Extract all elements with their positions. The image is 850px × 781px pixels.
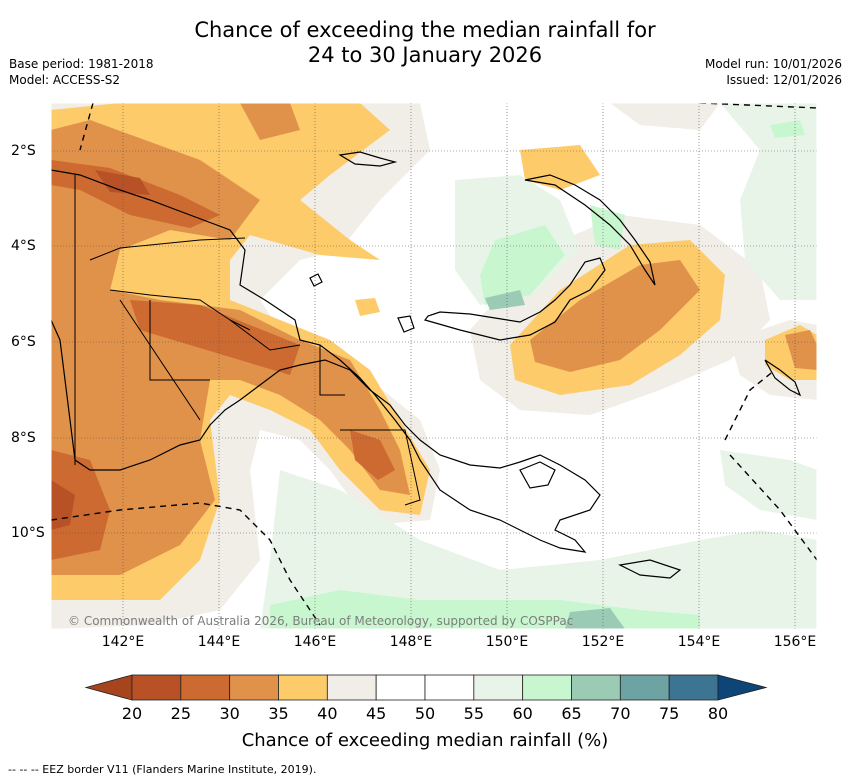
- lon-label-154e: 154°E: [677, 634, 721, 650]
- band-60-65-c: [770, 120, 805, 138]
- eez-footnote: -- -- -- EEZ border V11 (Flanders Marine…: [8, 763, 317, 776]
- band-20-25: [95, 170, 150, 195]
- colorbar-segment: [424, 674, 475, 701]
- band-25-30-b: [130, 300, 300, 375]
- band-35-40-c: [520, 145, 600, 190]
- band-60-65: [480, 225, 565, 305]
- band-55-60-b: [720, 103, 817, 300]
- colorbar-tick-label: 55: [463, 704, 485, 723]
- colorbar-tick-label: 35: [268, 704, 289, 723]
- band-35-40-e: [355, 298, 380, 316]
- colorbar-segment: [522, 674, 572, 701]
- colorbar-tick-label: 30: [219, 704, 240, 723]
- colorbar-segment: [375, 674, 426, 701]
- lon-label-146e: 146°E: [293, 634, 337, 650]
- band-55-60-c: [260, 470, 817, 629]
- title-line-2: 24 to 30 January 2026: [307, 43, 543, 67]
- band-55-60-d: [720, 450, 817, 520]
- rainfall-probability-field: [51, 103, 817, 629]
- lat-label-4s: 4°S: [11, 238, 36, 254]
- band-30-35-b: [240, 103, 300, 140]
- colorbar-segment: [131, 674, 182, 701]
- band-25-30-d: [350, 430, 395, 480]
- model-run-text: Model run: 10/01/2026: [704, 57, 842, 71]
- louisiade-islands: [618, 559, 682, 579]
- lat-label-10s: 10°S: [11, 525, 45, 541]
- bougainville-coastline: [764, 359, 802, 397]
- colorbar-tick-label: 45: [365, 704, 387, 723]
- colorbar-tick-label: 65: [561, 704, 582, 723]
- province-borders: [74, 175, 421, 506]
- band-25-30-c: [51, 450, 110, 560]
- eez-borders: [51, 103, 817, 626]
- colorbar-tick-label: 75: [658, 704, 680, 723]
- band-65-70-b: [565, 608, 625, 629]
- lon-label-156e: 156°E: [773, 634, 817, 650]
- colorbar-segment: [278, 674, 328, 701]
- copyright-text: © Commonwealth of Australia 2026, Bureau…: [68, 614, 574, 628]
- colorbar-tick-label: 70: [610, 704, 631, 723]
- chart-title: Chance of exceeding the median rainfall …: [0, 18, 850, 68]
- meta-left: Base period: 1981-2018 Model: ACCESS-S2: [9, 56, 154, 88]
- colorbar: [84, 674, 768, 701]
- lat-label-8s: 8°S: [11, 430, 36, 446]
- colorbar-segment: [326, 674, 377, 701]
- colorbar-tick-label: 40: [317, 704, 338, 723]
- colorbar-segment: [571, 674, 621, 701]
- band-20-25-b: [51, 480, 75, 530]
- colorbar-segment: [619, 674, 670, 701]
- new-ireland-coastline: [524, 174, 656, 286]
- meta-right: Model run: 10/01/2026 Issued: 12/01/2026: [705, 56, 842, 88]
- colorbar-segment: [180, 674, 231, 701]
- new-britain-coastline: [423, 257, 606, 341]
- lat-label-2s: 2°S: [11, 143, 36, 159]
- colorbar-segment: [229, 674, 279, 701]
- title-line-1: Chance of exceeding the median rainfall …: [194, 18, 656, 42]
- lon-label-152e: 152°E: [581, 634, 625, 650]
- colorbar-tick-label: 50: [414, 704, 436, 723]
- new-guinea-coastline: [51, 169, 601, 553]
- lon-label-148e: 148°E: [389, 634, 433, 650]
- colorbar-tick-label: 80: [707, 704, 729, 723]
- colorbar-tick-label: 60: [512, 704, 533, 723]
- lon-label-144e: 144°E: [197, 634, 241, 650]
- colorbar-segment: [668, 674, 719, 701]
- colorbar-extension-low: [84, 674, 133, 701]
- colorbar-label: Chance of exceeding median rainfall (%): [241, 730, 609, 751]
- lat-label-6s: 6°S: [11, 334, 36, 350]
- lon-label-142e: 142°E: [101, 634, 145, 650]
- band-65-70: [485, 290, 525, 310]
- colorbar-tick-label: 25: [170, 704, 192, 723]
- model-text: Model: ACCESS-S2: [9, 73, 121, 87]
- map-frame: [50, 102, 818, 630]
- band-30-35-c: [530, 260, 700, 372]
- lon-label-150e: 150°E: [485, 634, 529, 650]
- coastlines: [51, 151, 802, 579]
- dentrecasteaux-islands: [519, 461, 556, 489]
- colorbar-segment: [473, 674, 524, 701]
- colorbar-extension-high: [717, 674, 768, 701]
- karkar-island: [309, 273, 323, 287]
- manus-coastline: [338, 151, 398, 167]
- umboi-island: [397, 315, 415, 333]
- base-period-text: Base period: 1981-2018: [9, 57, 154, 71]
- band-30-35-d: [785, 330, 817, 370]
- issued-text: Issued: 12/01/2026: [726, 73, 842, 87]
- band-40-45-d: [610, 103, 720, 130]
- colorbar-tick-label: 20: [121, 704, 143, 723]
